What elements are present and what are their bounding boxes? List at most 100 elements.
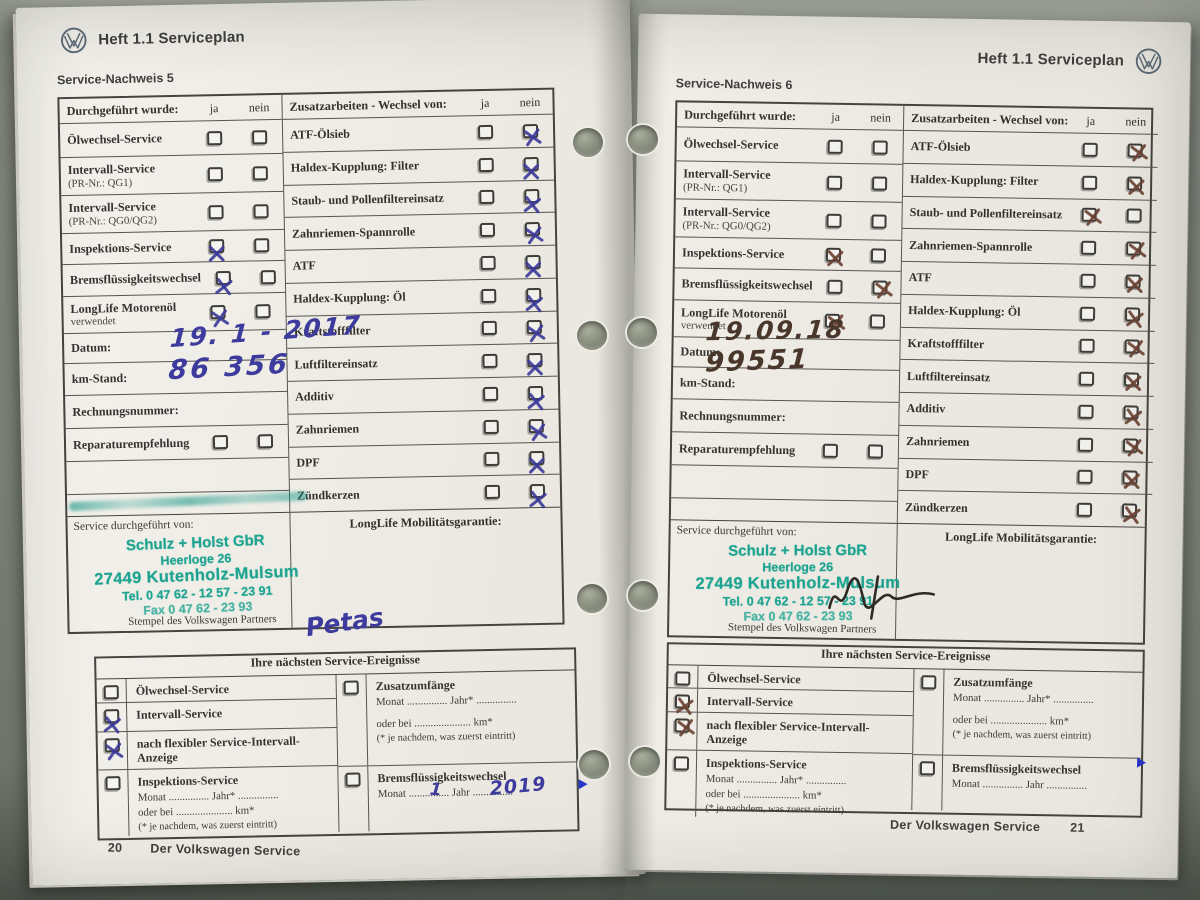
- checkbox-nein[interactable]: [255, 304, 271, 319]
- checkbox-nein[interactable]: [524, 189, 540, 204]
- checkbox-nein[interactable]: [871, 213, 887, 229]
- checkbox-ja[interactable]: [827, 279, 843, 294]
- checkbox-ja[interactable]: [479, 190, 495, 205]
- checkbox[interactable]: [673, 755, 690, 771]
- checkbox-ja[interactable]: [826, 213, 842, 228]
- checkbox[interactable]: [104, 708, 120, 724]
- checkbox-nein[interactable]: [252, 165, 268, 180]
- checkbox-nein[interactable]: [1124, 372, 1140, 387]
- checkbox-ja[interactable]: [479, 222, 496, 238]
- checkbox-ja[interactable]: [484, 484, 501, 500]
- checkbox[interactable]: [675, 671, 691, 686]
- checkbox-nein[interactable]: [527, 385, 544, 401]
- checkbox-nein[interactable]: [253, 203, 269, 218]
- checkbox-ja[interactable]: [1082, 142, 1098, 157]
- checkbox-nein[interactable]: [1126, 241, 1142, 256]
- checkbox-ja[interactable]: [208, 204, 224, 219]
- checkbox-ja[interactable]: [483, 419, 499, 434]
- checkbox-nein[interactable]: [252, 129, 268, 144]
- checkbox-nein[interactable]: [1122, 503, 1138, 518]
- checkbox-nein[interactable]: [524, 222, 541, 237]
- check-mark: [523, 390, 547, 414]
- checkbox-ja[interactable]: [824, 313, 841, 328]
- row-label: Additiv: [295, 389, 334, 405]
- row-label: Intervall-Service (PR-Nr.: QG1): [68, 159, 194, 191]
- checkbox-ja[interactable]: [484, 452, 500, 467]
- checkbox-ja[interactable]: [1080, 273, 1096, 288]
- check-mark: [211, 274, 235, 298]
- checkbox[interactable]: [921, 675, 937, 690]
- checkbox-nein[interactable]: [872, 139, 888, 155]
- checkbox[interactable]: [674, 694, 691, 709]
- checkbox-ja[interactable]: [822, 443, 839, 458]
- checkbox-slot: [238, 203, 283, 218]
- checkbox-ja[interactable]: [1082, 175, 1098, 190]
- checkbox-nein[interactable]: [869, 314, 886, 329]
- performed-header-label: Durchgeführt wurde:: [66, 101, 179, 118]
- checkbox-nein[interactable]: [870, 248, 887, 263]
- checkbox-nein[interactable]: [1123, 438, 1139, 453]
- checkbox-ja[interactable]: [481, 321, 497, 336]
- checkbox-nein[interactable]: [867, 444, 884, 459]
- checkbox[interactable]: [103, 685, 119, 700]
- checkbox-ja[interactable]: [1079, 371, 1095, 387]
- checkbox-ja[interactable]: [209, 239, 225, 254]
- checkbox-ja[interactable]: [1080, 306, 1096, 321]
- checkbox-ja[interactable]: [477, 124, 494, 139]
- checkbox[interactable]: [345, 772, 361, 787]
- checkbox-ja[interactable]: [482, 353, 498, 369]
- checkbox-ja[interactable]: [1077, 502, 1093, 518]
- checkbox[interactable]: [105, 775, 121, 790]
- checkbox-ja[interactable]: [480, 255, 496, 270]
- checkbox-nein[interactable]: [872, 175, 888, 191]
- checkbox-nein[interactable]: [1126, 208, 1142, 224]
- checkbox-ja[interactable]: [207, 130, 223, 145]
- checkbox-ja[interactable]: [827, 175, 843, 190]
- checkbox[interactable]: [104, 737, 120, 753]
- checkbox-nein[interactable]: [523, 156, 539, 171]
- checkbox-ja[interactable]: [1079, 339, 1095, 354]
- checkbox-nein[interactable]: [528, 418, 544, 433]
- checkbox-ja[interactable]: [1078, 404, 1094, 419]
- zusatz-row: DPF: [898, 457, 1153, 495]
- checkbox-nein[interactable]: [1127, 176, 1143, 191]
- checkbox-ja[interactable]: [1077, 470, 1093, 485]
- checkbox-nein[interactable]: [529, 451, 545, 466]
- checkbox-nein[interactable]: [526, 287, 542, 302]
- checkbox-nein[interactable]: [260, 269, 277, 284]
- checkbox-nein[interactable]: [257, 434, 274, 449]
- checkbox-ja[interactable]: [825, 247, 842, 262]
- checkbox-nein[interactable]: [1125, 274, 1141, 289]
- stamp-line: Schulz + Holst GbR: [728, 541, 868, 560]
- empty-row: [670, 497, 898, 523]
- checkbox-nein[interactable]: [254, 238, 270, 253]
- checkbox-ja[interactable]: [215, 270, 232, 285]
- check-mark: [522, 224, 546, 248]
- checkbox-nein[interactable]: [529, 484, 546, 499]
- checkbox-nein[interactable]: [872, 279, 888, 295]
- checkbox-nein[interactable]: [1123, 405, 1139, 420]
- checkbox-ja[interactable]: [1081, 240, 1097, 256]
- checkbox-ja[interactable]: [481, 288, 497, 303]
- checkbox-ja[interactable]: [207, 166, 223, 181]
- checkbox-nein[interactable]: [527, 353, 543, 368]
- checkbox-slot: [856, 213, 901, 229]
- next-event-label: nach flexibler Service-Intervall-Anzeige: [706, 717, 870, 747]
- checkbox-ja[interactable]: [482, 386, 499, 401]
- checkbox-ja[interactable]: [212, 434, 229, 450]
- checkbox-ja[interactable]: [827, 139, 843, 154]
- checkbox-nein[interactable]: [1127, 143, 1143, 158]
- checkbox-nein[interactable]: [1125, 307, 1141, 322]
- checkbox-nein[interactable]: [526, 320, 542, 335]
- checkbox-nein[interactable]: [1124, 339, 1140, 355]
- checkbox[interactable]: [343, 680, 359, 695]
- checkbox-ja[interactable]: [210, 305, 226, 320]
- checkbox[interactable]: [919, 761, 936, 776]
- checkbox-nein[interactable]: [522, 123, 539, 139]
- checkbox-nein[interactable]: [525, 254, 541, 270]
- checkbox-ja[interactable]: [1081, 208, 1097, 223]
- checkbox[interactable]: [674, 718, 690, 733]
- checkbox-nein[interactable]: [1122, 470, 1138, 485]
- checkbox-ja[interactable]: [478, 157, 494, 172]
- checkbox-ja[interactable]: [1078, 437, 1094, 452]
